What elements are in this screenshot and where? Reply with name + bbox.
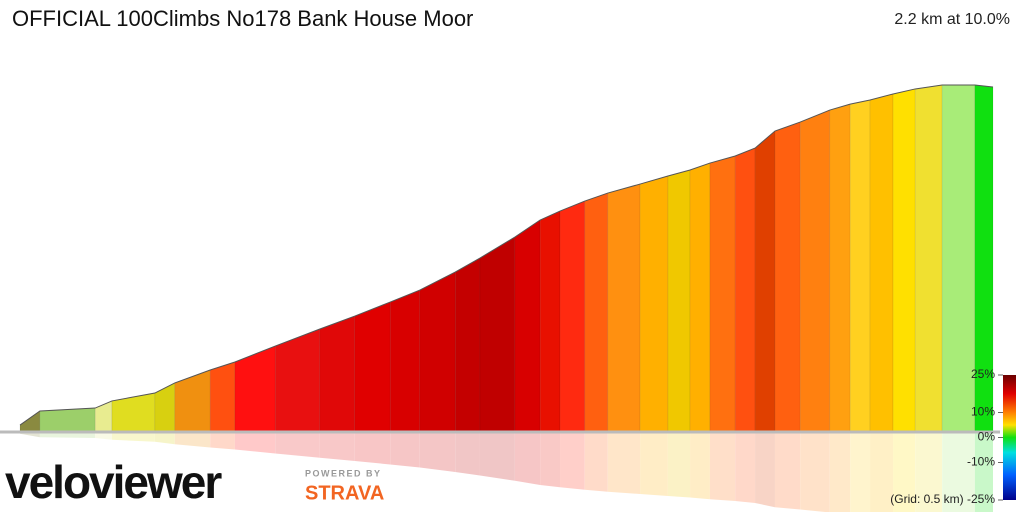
reflection-segment	[870, 432, 894, 512]
reflection-segment	[893, 432, 916, 512]
reflection-segment	[774, 432, 801, 510]
scale-tick-label: 25%	[971, 367, 995, 381]
reflection-segment	[390, 432, 420, 468]
reflection-segment	[455, 432, 480, 476]
reflection-segment	[942, 432, 975, 512]
profile-segment	[154, 382, 176, 433]
profile-segment	[892, 88, 916, 433]
reflection-segment	[174, 432, 211, 448]
profile-line	[19, 84, 994, 426]
profile-segment	[829, 103, 851, 433]
strava-logo: STRAVA	[305, 482, 384, 504]
profile-segment	[479, 236, 516, 433]
subtitle: 2.2 km at 10.0%	[894, 11, 1010, 28]
reflection-segment	[234, 432, 276, 454]
profile-segment	[869, 93, 894, 433]
reflection-segment	[210, 432, 235, 450]
reflection-segment	[154, 432, 175, 445]
reflection-segment	[640, 432, 668, 496]
reflection-segment	[111, 432, 155, 442]
reflection-segment	[275, 432, 320, 458]
profile-segment	[419, 271, 456, 433]
scale-tick-label: 10%	[971, 405, 995, 419]
profile-segment	[514, 219, 541, 433]
profile-segment	[454, 257, 481, 433]
profile-segment	[849, 99, 871, 433]
reflection-segment	[974, 432, 993, 512]
profile-segment	[209, 361, 236, 433]
profile-segment	[559, 200, 586, 433]
profile-segment	[354, 301, 391, 433]
profile-segment	[689, 162, 711, 433]
profile-segment	[174, 369, 211, 433]
reflection-segment	[607, 432, 641, 494]
reflection-segment	[584, 432, 608, 492]
profile-segment	[19, 410, 41, 433]
profile-segment	[941, 84, 976, 433]
reflection-segment	[735, 432, 756, 503]
profile-segment	[94, 400, 113, 433]
reflection-segment	[850, 432, 871, 512]
reflection-segment	[709, 432, 736, 502]
reflection-segment	[829, 432, 851, 512]
reflection-segment	[667, 432, 691, 498]
reflection	[20, 432, 993, 512]
reflection-segment	[755, 432, 775, 508]
logo: veloviewer	[5, 456, 222, 508]
powered-by: POWERED BY	[305, 468, 382, 478]
reflection-segment	[95, 432, 112, 440]
profile-segment	[709, 155, 736, 433]
reflection-segment	[540, 432, 561, 488]
scale-tick-label: (Grid: 0.5 km) -25%	[890, 492, 995, 506]
plot	[19, 84, 994, 433]
chart-title: OFFICIAL 100Climbs No178 Bank House Moor	[12, 6, 473, 31]
profile-segment	[914, 84, 943, 433]
profile-segment	[234, 345, 276, 433]
scale-tick-label: 0%	[978, 430, 996, 444]
profile-segment	[667, 169, 691, 433]
gradient-scale	[1003, 375, 1016, 500]
reflection-segment	[479, 432, 515, 481]
profile-segment	[584, 192, 609, 433]
profile-segment	[111, 392, 156, 433]
reflection-segment	[514, 432, 541, 485]
profile-segment	[639, 175, 669, 433]
profile-segment	[607, 183, 641, 433]
profile-segment	[754, 130, 776, 433]
profile-segment	[319, 315, 356, 433]
profile-segment	[734, 147, 756, 433]
reflection-segment	[915, 432, 943, 512]
profile-segment	[774, 121, 801, 433]
profile-segment	[274, 328, 321, 433]
reflection-segment	[319, 432, 355, 461]
reflection-segment	[419, 432, 456, 472]
profile-segment	[539, 210, 561, 433]
reflection-segment	[560, 432, 585, 490]
reflection-segment	[354, 432, 391, 465]
profile-segment	[799, 109, 831, 433]
reflection-segment	[690, 432, 710, 500]
scale-tick-label: -10%	[967, 455, 995, 469]
reflection-segment	[800, 432, 830, 512]
profile-segment	[389, 289, 421, 433]
profile-segment	[39, 407, 96, 433]
